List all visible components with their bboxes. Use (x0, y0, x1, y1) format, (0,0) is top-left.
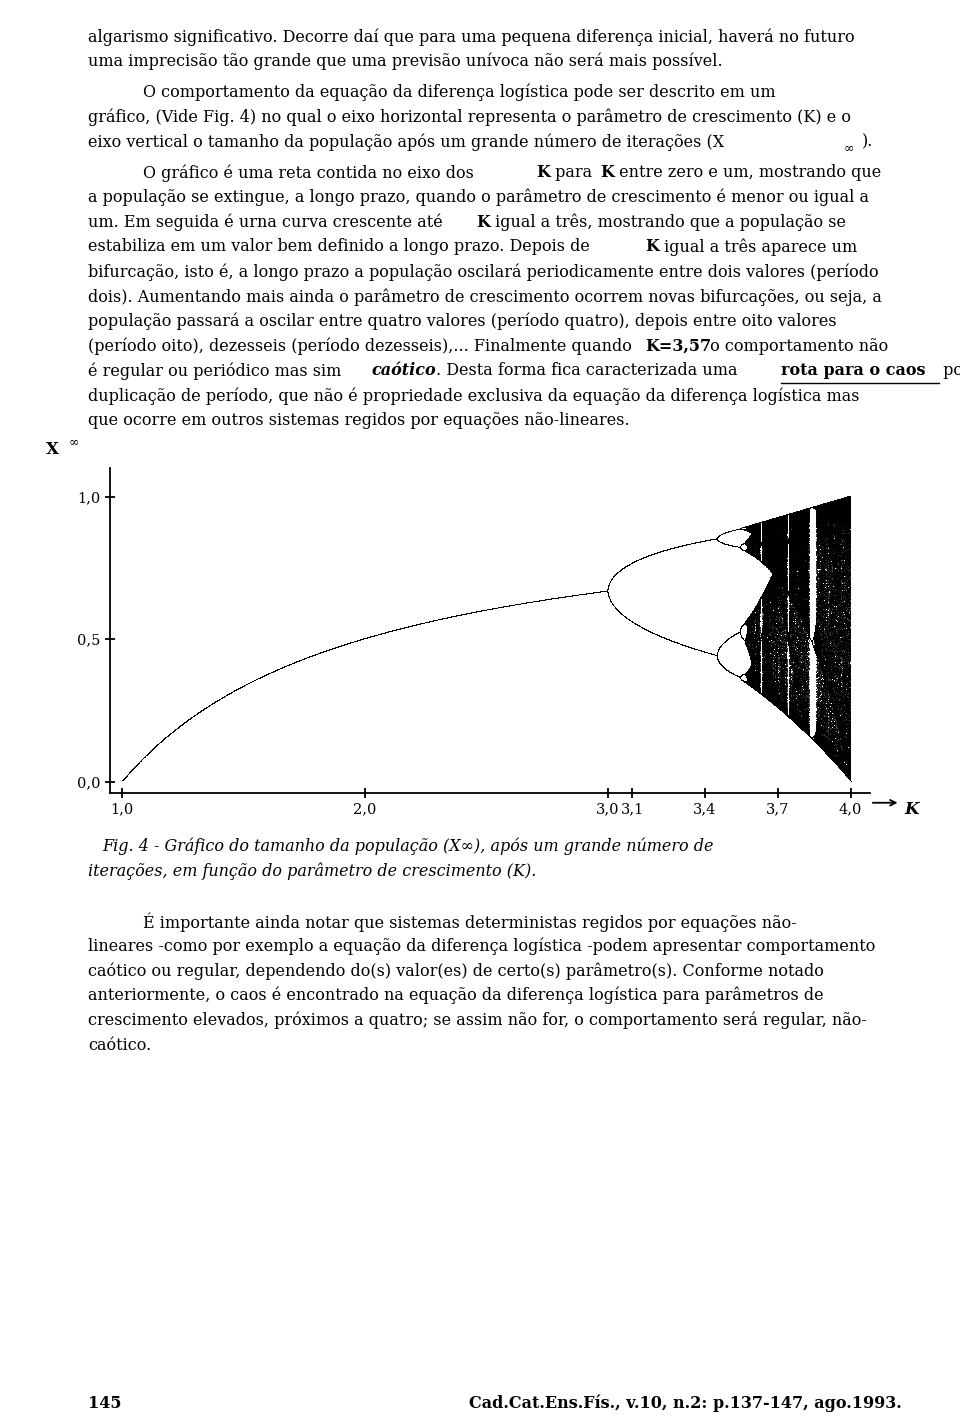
Text: iterações, em função do parâmetro de crescimento (K).: iterações, em função do parâmetro de cre… (88, 862, 537, 881)
Text: K: K (600, 164, 613, 181)
Text: igual a três aparece um: igual a três aparece um (659, 238, 857, 256)
Text: bifurcação, isto é, a longo prazo a população oscilará periodicamente entre dois: bifurcação, isto é, a longo prazo a popu… (88, 264, 878, 281)
Text: K: K (645, 238, 659, 255)
Text: caótico ou regular, dependendo do(s) valor(es) de certo(s) parâmetro(s). Conform: caótico ou regular, dependendo do(s) val… (88, 962, 824, 980)
Text: algarismo significativo. Decorre daí que para uma pequena diferença inicial, hav: algarismo significativo. Decorre daí que… (88, 28, 854, 46)
Text: entre zero e um, mostrando que: entre zero e um, mostrando que (614, 164, 881, 181)
Text: ).: ). (862, 133, 874, 150)
Text: rota para o caos: rota para o caos (781, 362, 925, 379)
Text: é regular ou periódico mas sim: é regular ou periódico mas sim (88, 362, 347, 380)
Text: o comportamento não: o comportamento não (705, 338, 888, 355)
Text: igual a três, mostrando que a população se: igual a três, mostrando que a população … (490, 214, 846, 231)
Text: K: K (904, 801, 919, 818)
Text: caótico: caótico (371, 362, 436, 379)
Text: a população se extingue, a longo prazo, quando o parâmetro de crescimento é meno: a população se extingue, a longo prazo, … (88, 188, 869, 207)
Text: ∞: ∞ (844, 141, 854, 154)
Text: lineares -como por exemplo a equação da diferença logística -podem apresentar co: lineares -como por exemplo a equação da … (88, 938, 876, 955)
Text: dois). Aumentando mais ainda o parâmetro de crescimento ocorrem novas bifurcaçõe: dois). Aumentando mais ainda o parâmetro… (88, 288, 882, 305)
Text: estabiliza em um valor bem definido a longo prazo. Depois de: estabiliza em um valor bem definido a lo… (88, 238, 595, 255)
Text: (período oito), dezesseis (período dezesseis),... Finalmente quando: (período oito), dezesseis (período dezes… (88, 338, 637, 355)
Text: ∞: ∞ (68, 436, 79, 449)
Text: duplicação de período, que não é propriedade exclusiva da equação da diferença l: duplicação de período, que não é proprie… (88, 388, 859, 405)
Text: por: por (939, 362, 960, 379)
Text: eixo vertical o tamanho da população após um grande número de iterações (X: eixo vertical o tamanho da população apó… (88, 133, 724, 151)
Text: K=3,57: K=3,57 (645, 338, 711, 355)
Text: para: para (550, 164, 597, 181)
Text: que ocorre em outros sistemas regidos por equações não-lineares.: que ocorre em outros sistemas regidos po… (88, 412, 630, 429)
Text: . Desta forma fica caracterizada uma: . Desta forma fica caracterizada uma (437, 362, 743, 379)
Text: X: X (45, 442, 59, 459)
Text: um. Em seguida é urna curva crescente até: um. Em seguida é urna curva crescente at… (88, 214, 448, 231)
Text: Fig. 4 - Gráfico do tamanho da população (X∞), após um grande número de: Fig. 4 - Gráfico do tamanho da população… (102, 838, 713, 855)
Text: 145: 145 (88, 1395, 122, 1412)
Text: O gráfico é uma reta contida no eixo dos: O gráfico é uma reta contida no eixo dos (143, 164, 479, 181)
Text: gráfico, (Vide Fig. 4) no qual o eixo horizontal representa o parâmetro de cresc: gráfico, (Vide Fig. 4) no qual o eixo ho… (88, 108, 851, 125)
Text: K: K (536, 164, 550, 181)
Text: uma imprecisão tão grande que uma previsão unívoca não será mais possível.: uma imprecisão tão grande que uma previs… (88, 53, 723, 70)
Text: K: K (476, 214, 490, 231)
Text: crescimento elevados, próximos a quatro; se assim não for, o comportamento será : crescimento elevados, próximos a quatro;… (88, 1012, 867, 1029)
Text: caótico.: caótico. (88, 1036, 152, 1053)
Text: Cad.Cat.Ens.Fís., v.10, n.2: p.137-147, ago.1993.: Cad.Cat.Ens.Fís., v.10, n.2: p.137-147, … (469, 1395, 902, 1412)
Text: anteriormente, o caos é encontrado na equação da diferença logística para parâme: anteriormente, o caos é encontrado na eq… (88, 988, 824, 1005)
Text: O comportamento da equação da diferença logística pode ser descrito em um: O comportamento da equação da diferença … (143, 84, 776, 101)
Text: É importante ainda notar que sistemas deterministas regidos por equações não-: É importante ainda notar que sistemas de… (143, 912, 797, 932)
Text: população passará a oscilar entre quatro valores (período quatro), depois entre : população passará a oscilar entre quatro… (88, 314, 836, 331)
